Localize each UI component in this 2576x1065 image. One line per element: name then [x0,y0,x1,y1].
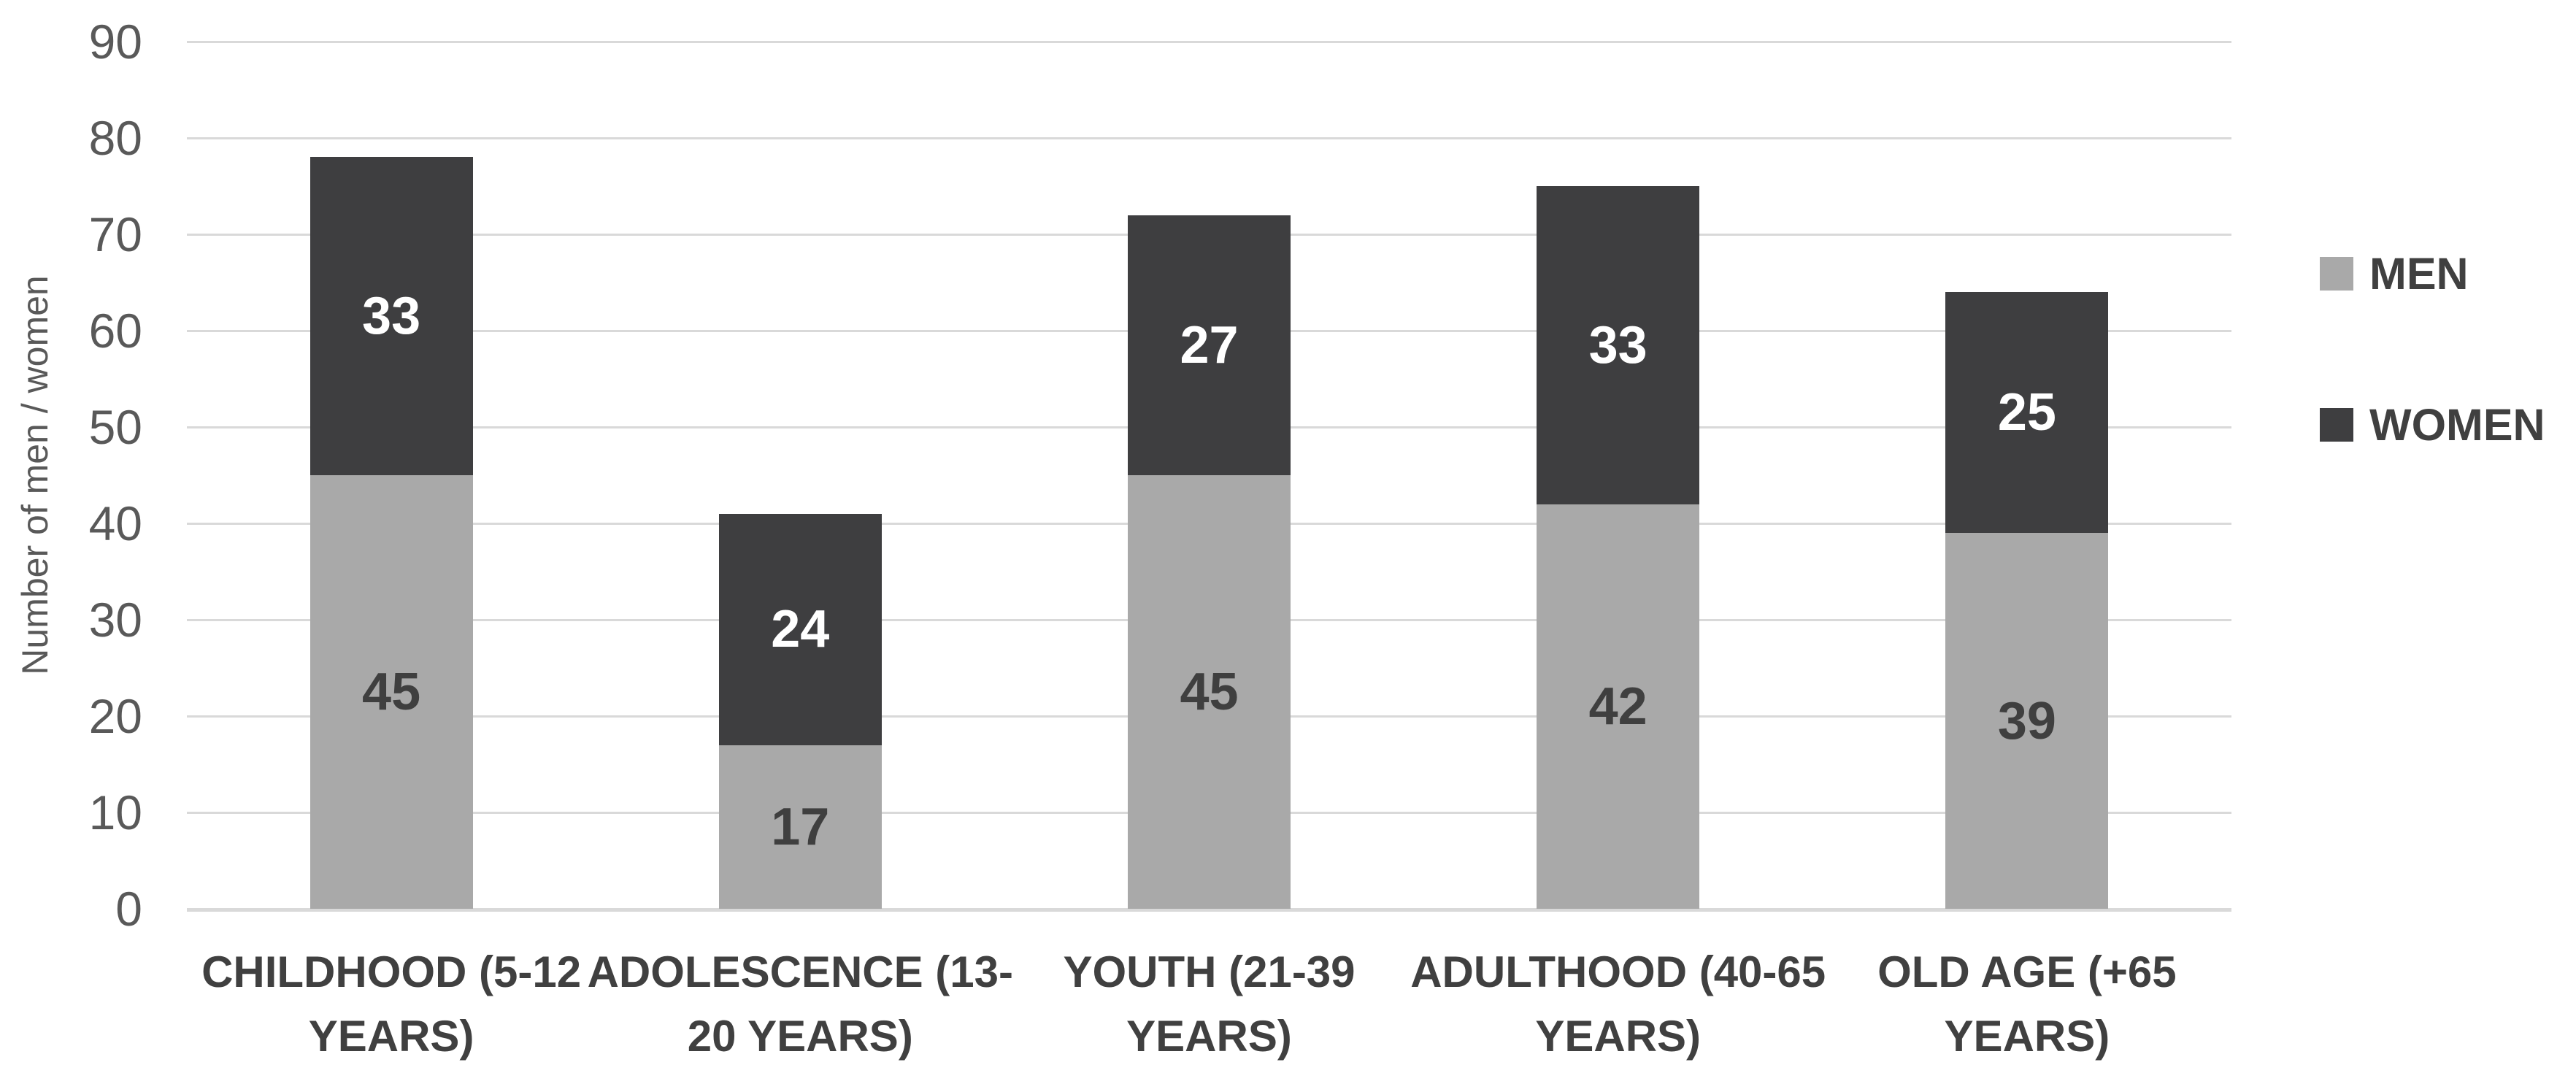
legend-item-women: WOMEN [2320,400,2545,450]
x-category-label: ADOLESCENCE (13- 20 YEARS) [587,947,1013,1061]
data-label: 27 [1180,315,1239,374]
x-category-label: ADULTHOOD (40-65 YEARS) [1410,947,1826,1061]
legend-swatch-men [2320,257,2353,291]
data-label: 25 [1997,383,2056,442]
bar-segment-men: 17 [718,745,882,909]
bar-segment-men: 39 [1945,533,2109,909]
legend-label: WOMEN [2369,400,2545,450]
legend-label: MEN [2369,249,2469,299]
data-label: 39 [1997,691,2056,750]
y-tick-label: 70 [88,207,142,261]
bar-segment-women: 27 [1128,215,1291,475]
y-tick-label: 90 [88,15,142,69]
data-label: 17 [771,797,830,856]
legend-swatch-women [2320,408,2353,442]
x-category-label: CHILDHOOD (5-12 YEARS) [201,947,582,1061]
y-tick-label: 60 [88,304,142,358]
x-axis-line [187,908,2231,912]
bar-segment-men: 45 [1128,475,1291,909]
gridline [187,40,2231,43]
y-tick-label: 50 [88,400,142,454]
bar-segment-women: 24 [718,513,882,745]
bar-segment-men: 45 [309,475,473,909]
bar-segment-women: 25 [1945,292,2109,534]
data-label: 45 [1180,663,1239,721]
y-tick-label: 10 [88,785,142,839]
y-tick-label: 20 [88,689,142,743]
legend-item-men: MEN [2320,249,2469,299]
y-tick-label: 40 [88,496,142,550]
data-label: 33 [362,287,421,346]
data-label: 45 [362,663,421,721]
y-tick-label: 0 [115,882,142,936]
y-tick-label: 30 [88,593,142,647]
data-label: 24 [771,600,830,659]
data-label: 33 [1588,315,1648,374]
data-label: 42 [1588,677,1648,736]
y-tick-label: 80 [88,111,142,165]
bar-segment-men: 42 [1537,504,1700,909]
gridline [187,137,2231,139]
bar-segment-women: 33 [1537,186,1700,504]
x-category-label: YOUTH (21-39 YEARS) [1063,947,1356,1061]
bar-segment-women: 33 [309,157,473,475]
x-category-label: OLD AGE (+65 YEARS) [1877,947,2177,1061]
